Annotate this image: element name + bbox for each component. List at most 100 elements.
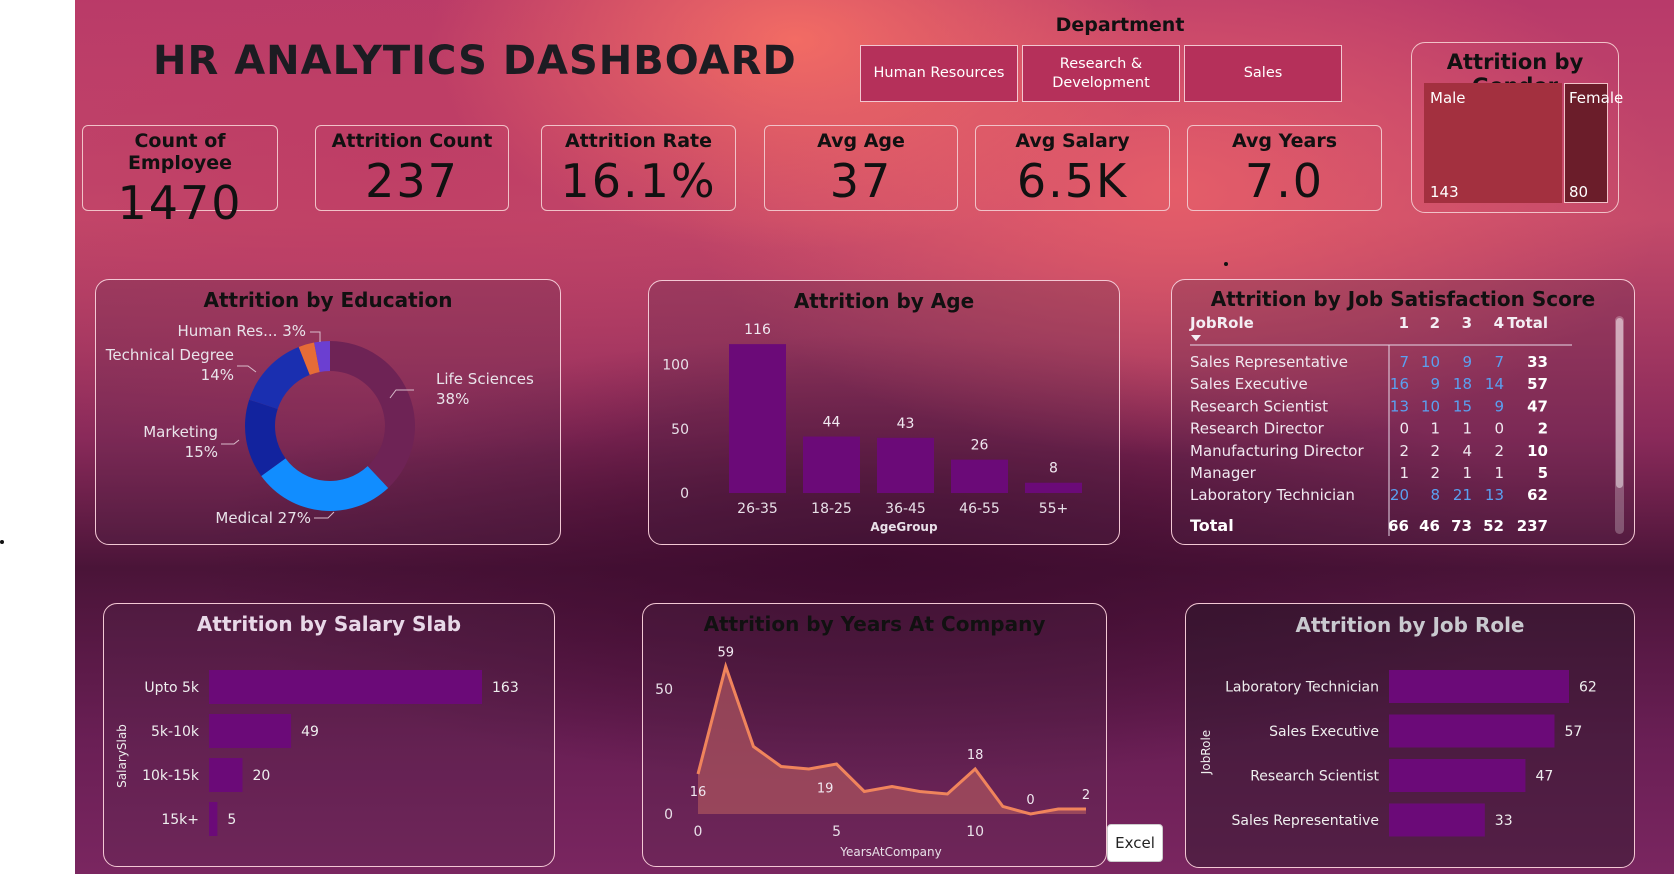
job-satisfaction-panel-title: Attrition by Job Satisfaction Score [1210, 287, 1596, 311]
kpi-value: 16.1% [560, 154, 717, 208]
donut-label: Medical 27% [215, 509, 311, 527]
matrix-cell: 2 [1494, 442, 1504, 460]
matrix-cell: 16 [1390, 375, 1409, 393]
slicer-research-development[interactable]: Research & Development [1022, 45, 1180, 102]
donut-slice [261, 458, 389, 511]
kpi-attrition-rate: Attrition Rate 16.1% [541, 125, 736, 211]
age-x-tick: 36-45 [885, 501, 926, 517]
job-role-bar [1389, 714, 1555, 748]
salary-slab-category-label: Upto 5k [144, 680, 200, 696]
gender-male-value: 143 [1430, 183, 1459, 201]
years-x-axis-label: YearsAtCompany [839, 845, 941, 859]
kpi-label: Attrition Count [331, 130, 493, 152]
job-role-category-label: Sales Executive [1269, 724, 1379, 740]
kpi-value: 1470 [117, 176, 243, 230]
salary-slab-bar-value: 20 [252, 768, 270, 784]
years-x-tick: 5 [832, 824, 841, 840]
kpi-attrition-count: Attrition Count 237 [315, 125, 509, 211]
matrix-cell: 7 [1494, 353, 1504, 371]
donut-slice [314, 341, 330, 372]
salary-slab-bar [209, 714, 292, 748]
matrix-total-cell: 73 [1451, 517, 1472, 535]
age-bar [877, 437, 934, 493]
years-area-chart: 0 50 0 5 10 16 59 19 18 0 2 YearsAtCompany [655, 646, 1090, 860]
years-x-tick: 10 [966, 824, 984, 840]
salary-slab-bar-value: 5 [227, 812, 236, 828]
salary-slab-bar [209, 670, 482, 704]
years-y-tick: 0 [664, 807, 673, 823]
donut-pct: 15% [185, 443, 218, 461]
gender-panel: Attrition by Gender Male 143 Female 80 [1411, 42, 1623, 213]
matrix-cell: 2 [1430, 464, 1440, 482]
age-bar [951, 459, 1008, 493]
matrix-cell: 9 [1494, 397, 1504, 415]
kpi-value: 6.5K [1016, 154, 1129, 208]
kpi-label: Avg Salary [1015, 130, 1130, 152]
kpi-value: 7.0 [1244, 154, 1325, 208]
kpi-avg-years: Avg Years 7.0 [1187, 125, 1382, 211]
age-x-axis-label: AgeGroup [870, 520, 938, 534]
matrix-row-total: 57 [1527, 375, 1548, 393]
age-y-tick: 50 [671, 422, 689, 438]
donut-label: Technical Degree [105, 346, 234, 364]
age-x-tick: 26-35 [737, 501, 778, 517]
matrix-cell: 7 [1399, 353, 1409, 371]
matrix-cell: 1 [1494, 464, 1504, 482]
matrix-cell: 15 [1453, 397, 1472, 415]
matrix-row-label: Manager [1190, 464, 1257, 482]
matrix-cell: 1 [1462, 464, 1472, 482]
matrix-cell: 13 [1390, 397, 1409, 415]
slicer-human-resources[interactable]: Human Resources [860, 45, 1018, 102]
gender-male-tile[interactable]: Male 143 [1424, 83, 1562, 203]
matrix-row-label: Sales Executive [1190, 375, 1308, 393]
education-donut-chart: Life Sciences 38% Medical 27% Marketing 15% T… [105, 322, 534, 527]
salary-slab-category-label: 15k+ [161, 812, 199, 828]
table-scrollbar[interactable] [1615, 316, 1624, 534]
job-role-bar [1389, 670, 1569, 703]
matrix-header-col: 1 [1399, 314, 1409, 332]
matrix-cell: 0 [1399, 420, 1409, 438]
age-bar-value: 116 [744, 322, 771, 338]
matrix-row-total: 10 [1527, 442, 1548, 460]
job-role-bar-value: 33 [1495, 813, 1513, 829]
age-bar-value: 43 [897, 416, 915, 432]
slicer-sales[interactable]: Sales [1184, 45, 1342, 102]
job-role-bar-value: 57 [1564, 724, 1582, 740]
table-scrollbar-thumb[interactable] [1616, 318, 1623, 488]
years-panel-title: Attrition by Years At Company [703, 612, 1046, 636]
job-role-panel-title: Attrition by Job Role [1295, 613, 1525, 637]
matrix-cell: 10 [1421, 353, 1440, 371]
donut-slice [330, 341, 415, 488]
matrix-row-label: Laboratory Technician [1190, 486, 1355, 504]
matrix-header-col: 4 [1494, 314, 1504, 332]
dashboard-title: HR ANALYTICS DASHBOARD [153, 38, 797, 84]
donut-label: Life Sciences [436, 370, 534, 388]
dashboard-canvas: HR ANALYTICS DASHBOARD Department Human … [75, 0, 1674, 874]
salary-slab-y-axis-label: SalarySlab [115, 724, 129, 788]
years-data-label: 19 [817, 782, 834, 797]
matrix-total-cell: 46 [1419, 517, 1440, 535]
matrix-header-col: 3 [1462, 314, 1472, 332]
age-panel-title: Attrition by Age [793, 289, 975, 313]
gender-female-tile[interactable]: Female 80 [1564, 83, 1623, 203]
donut-leader-line [221, 439, 240, 445]
department-slicer-label: Department [1055, 14, 1185, 36]
matrix-row-total: 33 [1527, 353, 1548, 371]
years-data-label: 59 [717, 646, 734, 661]
stray-dot-marker [0, 540, 4, 544]
matrix-cell: 0 [1494, 420, 1504, 438]
kpi-label: Count of Employee [127, 130, 233, 174]
years-area-line [696, 661, 1086, 816]
years-panel: Attrition by Years At Company 0 50 0 5 10 16 5… [642, 603, 1107, 867]
excel-button[interactable]: Excel [1107, 824, 1163, 862]
job-role-bar-chart: Laboratory Technician 62 Sales Executive 57… [1199, 670, 1597, 837]
years-data-label: 2 [1082, 788, 1090, 803]
age-panel: Attrition by Age 0 50 100 116 26-35 44 18-25 43… [648, 280, 1120, 545]
matrix-header-jobrole: JobRole [1189, 314, 1254, 332]
donut-pct: 14% [201, 366, 234, 384]
matrix-cell: 1 [1399, 464, 1409, 482]
matrix-cell: 13 [1485, 486, 1504, 504]
donut-slice [249, 346, 310, 410]
years-data-label: 0 [1026, 793, 1034, 808]
